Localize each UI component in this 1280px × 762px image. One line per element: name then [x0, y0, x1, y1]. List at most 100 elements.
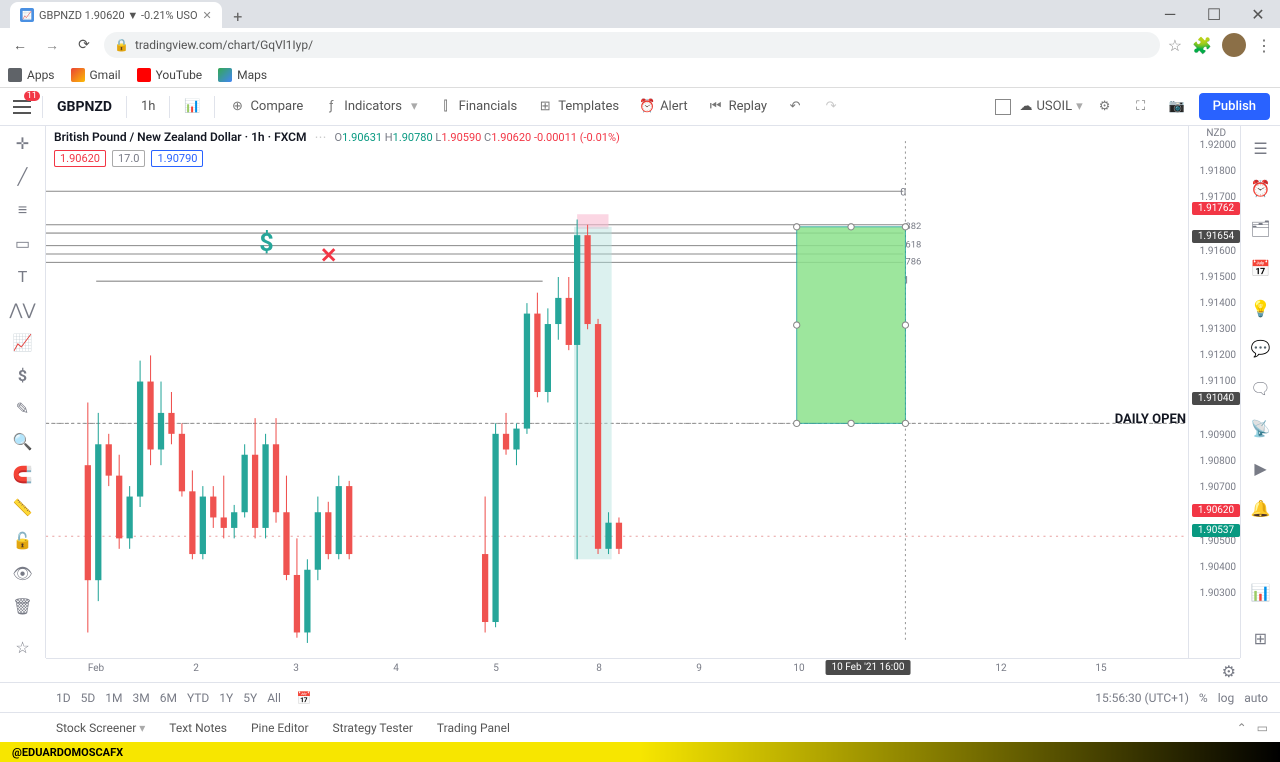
replay-button[interactable]: ⏮Replay [702, 95, 774, 119]
tf-all[interactable]: All [267, 691, 281, 705]
bookmark-apps[interactable]: Apps [8, 68, 55, 82]
tab-stock-screener[interactable]: Stock Screener ▾ [56, 721, 145, 735]
tf-1d[interactable]: 1D [56, 691, 71, 705]
notifications-icon[interactable]: 🔔 [1247, 494, 1275, 522]
private-chat-icon[interactable]: 🗨 [1247, 374, 1275, 402]
bookmark-youtube[interactable]: YouTube [137, 68, 203, 82]
tab-text-notes[interactable]: Text Notes [169, 721, 227, 735]
calendar-icon[interactable]: 📅 [1247, 254, 1275, 282]
publish-button[interactable]: Publish [1199, 93, 1270, 120]
price-label: 1.91100 [1200, 376, 1236, 387]
magnet-tool[interactable]: 🧲 [9, 465, 37, 484]
time-axis-gear-icon[interactable]: ⚙ [1222, 662, 1236, 681]
time-label: Feb [88, 663, 104, 674]
watchlist-symbol[interactable]: ☁ USOIL ▾ [1019, 99, 1082, 114]
tf-6m[interactable]: 6M [160, 691, 177, 705]
fullscreen-button[interactable]: ⛶ [1127, 95, 1155, 119]
fib-tool[interactable]: ≡ [9, 200, 37, 220]
reload-button[interactable]: ⟳ [72, 33, 96, 57]
tf-3m[interactable]: 3M [132, 691, 149, 705]
timeframe-select[interactable]: 1h [135, 95, 161, 118]
tab-trading-panel[interactable]: Trading Panel [437, 721, 510, 735]
menu-button[interactable]: 11 [10, 95, 34, 119]
tf-ytd[interactable]: YTD [187, 691, 209, 705]
shape-tool[interactable]: ▭ [9, 234, 37, 253]
stream-icon[interactable]: 📡 [1247, 414, 1275, 442]
bookmark-maps[interactable]: Maps [218, 68, 267, 82]
lock-tool[interactable]: 🔓 [9, 531, 37, 550]
extensions-icon[interactable]: 🧩 [1192, 36, 1212, 55]
financials-button[interactable]: ⫿Financials [432, 95, 524, 119]
dom-icon[interactable]: 📊 [1247, 578, 1275, 606]
auto-toggle[interactable]: auto [1244, 691, 1268, 705]
compare-button[interactable]: ⊕Compare [223, 95, 309, 119]
star-tool[interactable]: ☆ [9, 638, 37, 657]
tab-close-icon[interactable]: ✕ [203, 9, 212, 22]
time-axis[interactable]: Feb23458910121510 Feb '21 16:00 ⚙ [46, 658, 1240, 682]
trendline-tool[interactable]: ╱ [9, 167, 37, 186]
indicators-button[interactable]: ƒIndicators▾ [317, 95, 423, 119]
alerts-panel-icon[interactable]: ⏰ [1247, 174, 1275, 202]
ruler-tool[interactable]: 📏 [9, 498, 37, 517]
close-window-button[interactable]: ✕ [1236, 0, 1280, 28]
hotlist-icon[interactable]: 🗂 [1247, 214, 1275, 242]
cursor-tool[interactable]: ✛ [9, 134, 37, 153]
forward-button[interactable]: → [40, 33, 64, 57]
price-scale[interactable]: NZD 1.92000 1.918001.917001.916001.91500… [1188, 126, 1240, 658]
bid-box[interactable]: 1.90620 [54, 150, 106, 167]
price-top: 1.92000 [1200, 140, 1236, 151]
trash-tool[interactable]: 🗑 [9, 597, 37, 616]
broadcast-icon[interactable]: ▶ [1247, 454, 1275, 482]
long-short-tool[interactable]: $ [9, 366, 37, 385]
maximize-button[interactable]: ☐ [1192, 0, 1236, 28]
snapshot-button[interactable]: 📷 [1163, 95, 1191, 119]
new-tab-button[interactable]: + [226, 4, 250, 28]
alert-button[interactable]: ⏰Alert [633, 95, 694, 119]
back-button[interactable]: ← [8, 33, 32, 57]
profile-avatar[interactable] [1222, 33, 1246, 57]
tv-toolbar: 11 GBPNZD 1h 📊 ⊕Compare ƒIndicators▾ ⫿Fi… [0, 88, 1280, 126]
symbol-select[interactable]: GBPNZD [51, 95, 118, 119]
candles-style-button[interactable]: 📊 [178, 95, 206, 119]
eye-tool[interactable]: 👁 [9, 564, 37, 583]
layout-button[interactable] [995, 99, 1011, 115]
tf-5y[interactable]: 5Y [243, 691, 257, 705]
bookmark-gmail[interactable]: Gmail [71, 68, 121, 82]
browser-tab[interactable]: 📈 GBPNZD 1.90620 ▼ -0.21% USO ✕ [10, 2, 222, 28]
redo-button[interactable]: ↷ [817, 95, 845, 119]
log-toggle[interactable]: log [1218, 691, 1235, 705]
chat-icon[interactable]: 💬 [1247, 334, 1275, 362]
settings-button[interactable]: ⚙ [1091, 95, 1119, 119]
tab-pine-editor[interactable]: Pine Editor [251, 721, 309, 735]
tf-1y[interactable]: 1Y [219, 691, 233, 705]
tf-5d[interactable]: 5D [81, 691, 96, 705]
collapse-icon[interactable]: ⌃ [1237, 721, 1247, 735]
ohlc-display: O1.90631 H1.90780 L1.90590 C1.90620 -0.0… [335, 131, 620, 144]
tab-strategy-tester[interactable]: Strategy Tester [333, 721, 413, 735]
templates-button[interactable]: ⊞Templates [531, 95, 625, 119]
star-icon[interactable]: ☆ [1168, 36, 1182, 55]
address-bar[interactable]: 🔒 tradingview.com/chart/GqVl1Iyp/ [104, 32, 1160, 58]
percent-toggle[interactable]: % [1199, 691, 1208, 705]
forecast-tool[interactable]: 📈 [9, 333, 37, 352]
browser-menu-icon[interactable]: ⋮ [1256, 36, 1272, 55]
pattern-tool[interactable]: ⋀⋁ [9, 300, 37, 319]
price-label: 1.90400 [1200, 562, 1236, 573]
tf-1m[interactable]: 1M [105, 691, 122, 705]
pencil-tool[interactable]: ✎ [9, 399, 37, 418]
more-icon[interactable]: ⋯ [315, 130, 327, 144]
price-label: 1.91800 [1200, 166, 1236, 177]
chart-container[interactable]: British Pound / New Zealand Dollar · 1h … [46, 126, 1240, 658]
zoom-tool[interactable]: 🔍 [9, 432, 37, 451]
undo-icon: ↶ [787, 99, 803, 115]
ask-box[interactable]: 1.90790 [151, 150, 203, 167]
goto-date-icon[interactable]: 📅 [297, 691, 312, 705]
chart-svg: 0 882 618 786 1 $ [46, 126, 1240, 658]
minimize-button[interactable]: — [1148, 0, 1192, 28]
undo-button[interactable]: ↶ [781, 95, 809, 119]
text-tool[interactable]: T [9, 267, 37, 286]
panel-icon[interactable]: ▭ [1257, 721, 1268, 735]
watchlist-icon[interactable]: ☰ [1247, 134, 1275, 162]
object-tree-icon[interactable]: ⊞ [1247, 624, 1275, 652]
ideas-icon[interactable]: 💡 [1247, 294, 1275, 322]
